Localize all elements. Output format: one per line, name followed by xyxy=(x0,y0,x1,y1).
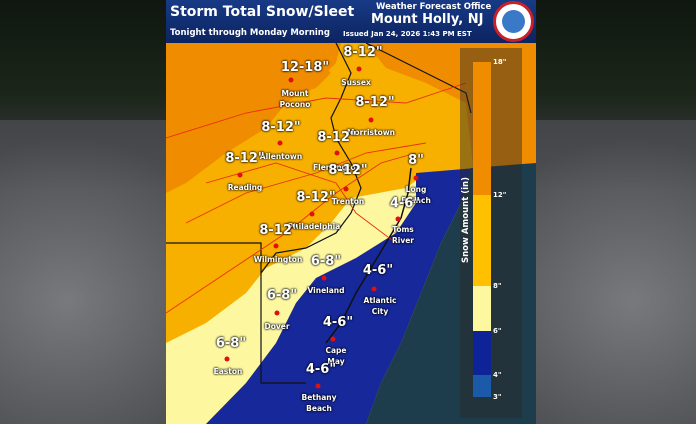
legend-tick: 3" xyxy=(493,393,502,401)
city-name: Flemington xyxy=(313,163,361,172)
snow-amount-label: 6-8" xyxy=(215,336,247,351)
legend: 18" 12" 8" 6" 4" 3" Snow Amount (in) xyxy=(460,48,522,418)
snow-amount-label: 8-12" xyxy=(225,151,265,166)
snow-amount-label: 8-12" xyxy=(259,223,299,238)
header: Storm Total Snow/Sleet Tonight through M… xyxy=(166,0,536,43)
city-marker-icon xyxy=(395,216,401,222)
snow-amount-label: 4-6" xyxy=(305,362,337,377)
state-border xyxy=(260,43,362,274)
legend-swatch-6-8 xyxy=(473,286,491,331)
snow-amount-label: 8-12" xyxy=(328,163,368,178)
legend-swatch-3-4 xyxy=(473,375,491,397)
ocean xyxy=(366,163,536,424)
snow-amount-label: 6-8" xyxy=(266,288,298,303)
state-border xyxy=(365,43,472,114)
city-marker-icon xyxy=(237,172,243,178)
snow-amount-label: 4-6" xyxy=(389,196,421,211)
office-label: Weather Forecast Office xyxy=(376,2,492,12)
snow-amount-label: 12-18" xyxy=(280,60,330,75)
snow-forecast-graphic: 18" 12" 8" 6" 4" 3" Snow Amount (in) 12-… xyxy=(166,0,536,424)
office-location: Mount Holly, NJ xyxy=(371,12,484,27)
legend-title: Snow Amount (in) xyxy=(461,177,471,263)
nws-logo-icon xyxy=(493,1,534,42)
city-name: Wilmington xyxy=(253,255,303,264)
snow-amount-label: 4-6" xyxy=(322,315,354,330)
road xyxy=(205,162,397,244)
city-marker-icon xyxy=(309,211,315,217)
title: Storm Total Snow/Sleet xyxy=(170,4,355,20)
city-marker-icon xyxy=(343,186,349,192)
city-name: Bethany Beach xyxy=(301,393,337,413)
legend-tick: 8" xyxy=(493,282,502,290)
snow-amount-label: 8-12" xyxy=(355,95,395,110)
city-name: Vineland xyxy=(307,286,345,295)
city-name: Atlantic City xyxy=(363,296,397,316)
background-road-left xyxy=(0,120,166,424)
legend-swatch-8-12 xyxy=(473,195,491,286)
city-marker-icon xyxy=(371,286,377,292)
city-marker-icon xyxy=(274,310,280,316)
city-marker-icon xyxy=(334,150,340,156)
legend-swatch-4-6 xyxy=(473,331,491,375)
city-marker-icon xyxy=(224,356,230,362)
zone-12-18-north xyxy=(366,43,536,193)
background-road-right xyxy=(536,120,696,424)
legend-swatch-12-18 xyxy=(473,62,491,195)
city-name: Allentown xyxy=(259,152,303,161)
snow-amount-label: 8-12" xyxy=(343,45,383,60)
snow-amount-label: 4-6" xyxy=(362,263,394,278)
city-name: Long Branch xyxy=(401,185,431,205)
city-name: Toms River xyxy=(391,225,415,245)
zone-4-6 xyxy=(206,168,476,424)
city-name: Dover xyxy=(264,322,290,331)
city-name: Trenton xyxy=(331,197,365,206)
city-name: Philadelphia xyxy=(287,222,341,231)
legend-tick: 6" xyxy=(493,327,502,335)
city-marker-icon xyxy=(288,77,294,83)
road xyxy=(166,82,467,139)
coastline xyxy=(325,167,412,344)
snow-amount-label: 8-12" xyxy=(261,120,301,135)
issued-time: Issued Jan 24, 2026 1:43 PM EST xyxy=(343,30,472,38)
city-marker-icon xyxy=(277,140,283,146)
city-name: Morristown xyxy=(346,128,396,137)
city-name: Mount Pocono xyxy=(279,89,311,109)
legend-tick: 18" xyxy=(493,58,507,66)
city-name: Reading xyxy=(227,183,263,192)
city-name: Sussex xyxy=(341,78,371,87)
city-marker-icon xyxy=(330,336,336,342)
zone-12-18-pocono xyxy=(266,58,331,98)
road xyxy=(185,142,427,224)
city-name: Cape May xyxy=(325,346,347,366)
legend-tick: 4" xyxy=(493,371,502,379)
city-marker-icon xyxy=(356,66,362,72)
city-marker-icon xyxy=(321,275,327,281)
city-marker-icon xyxy=(368,117,374,123)
city-name: Easton xyxy=(213,367,243,376)
snow-amount-label: 8-12" xyxy=(317,130,357,145)
city-marker-icon xyxy=(315,383,321,389)
city-marker-icon xyxy=(273,243,279,249)
snow-amount-label: 8" xyxy=(408,153,424,168)
snow-amount-label: 6-8" xyxy=(310,254,342,269)
zone-6-8 xyxy=(166,173,426,424)
city-marker-icon xyxy=(413,175,419,181)
subtitle: Tonight through Monday Morning xyxy=(170,28,330,38)
snow-amount-label: 8-12" xyxy=(296,190,336,205)
legend-tick: 12" xyxy=(493,191,507,199)
state-border xyxy=(166,242,306,384)
